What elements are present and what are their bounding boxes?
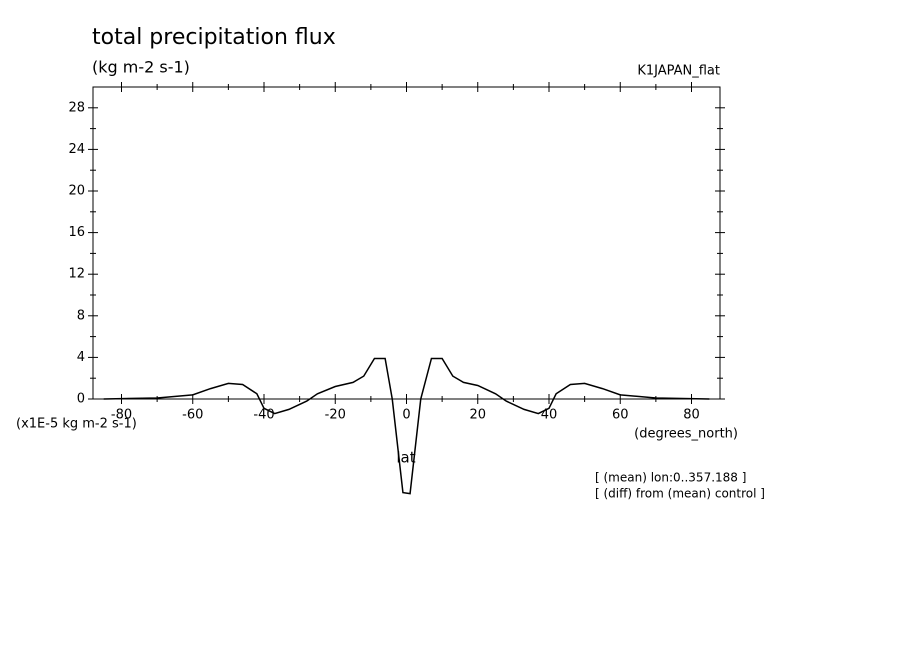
y-tick-label: 4 <box>77 350 85 365</box>
y-tick-label: 12 <box>68 267 85 282</box>
x-tick-label: -40 <box>253 408 274 423</box>
x-unit: (degrees_north) <box>634 427 738 442</box>
x-tick-label: -60 <box>182 408 203 423</box>
y-tick-label: 24 <box>68 142 85 157</box>
y-tick-label: 20 <box>68 184 85 199</box>
y-tick-label: 16 <box>68 225 85 240</box>
chart-subtitle: (kg m-2 s-1) <box>92 58 190 77</box>
x-tick-label: 0 <box>402 408 410 423</box>
plot-frame <box>92 86 721 400</box>
y-unit: (x1E-5 kg m-2 s-1) <box>16 417 137 432</box>
y-tick-label: 8 <box>77 308 85 323</box>
dataset-label: K1JAPAN_flat <box>637 64 720 79</box>
chart-title: total precipitation flux <box>92 25 336 50</box>
y-tick-label: 0 <box>77 392 85 407</box>
x-tick-label: 80 <box>683 408 700 423</box>
annotation: [ (mean) lon:0..357.188 ] <box>595 471 746 485</box>
x-tick-label: -20 <box>325 408 346 423</box>
y-tick-label: 28 <box>68 100 85 115</box>
x-tick-label: 60 <box>612 408 629 423</box>
x-axis-label: lat <box>396 449 415 467</box>
annotation: [ (diff) from (mean) control ] <box>595 487 765 501</box>
x-tick-label: -80 <box>111 408 132 423</box>
x-tick-label: 20 <box>469 408 486 423</box>
x-tick-label: 40 <box>541 408 558 423</box>
data-line <box>103 357 710 495</box>
